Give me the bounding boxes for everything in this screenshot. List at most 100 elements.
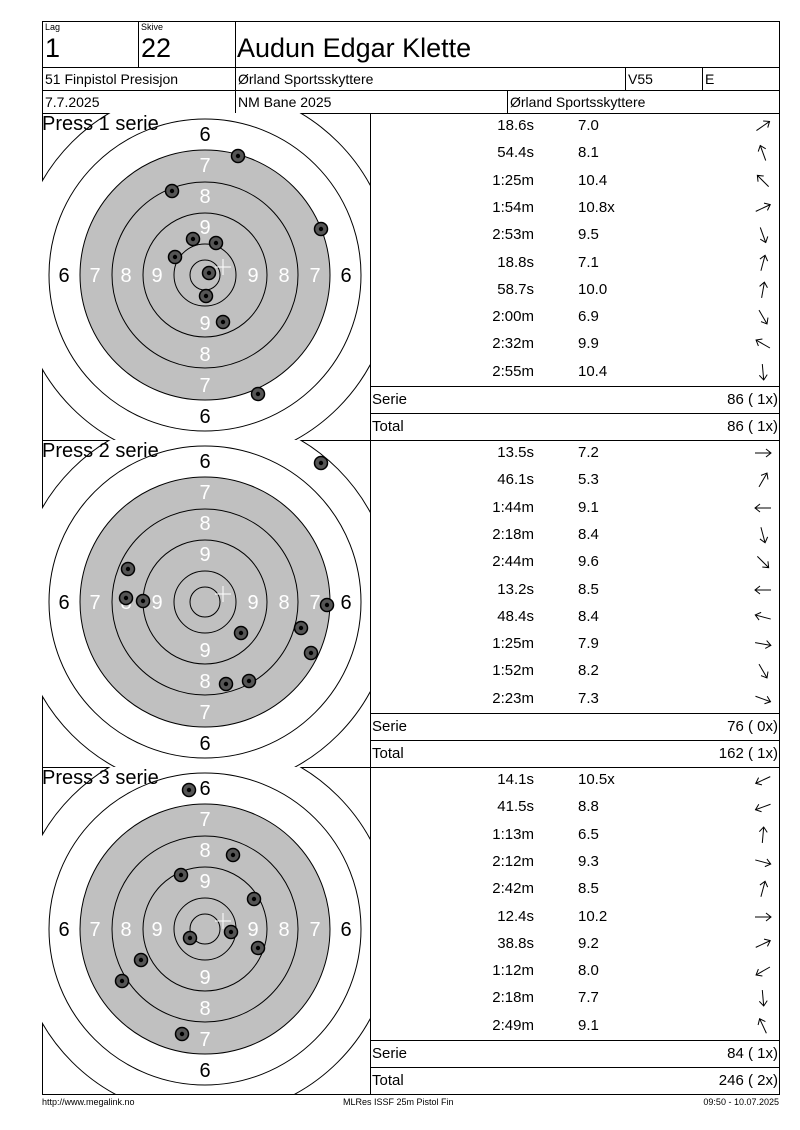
shot-time: 18.6s: [497, 117, 534, 134]
ring-number: 8: [120, 265, 131, 287]
shot-time: 2:49m: [492, 1016, 534, 1034]
shot-center: [318, 226, 324, 232]
shot-score: 9.1: [578, 1016, 599, 1034]
ring-number: 6: [199, 451, 210, 473]
ring-number: 8: [199, 671, 210, 693]
total-label: Total: [372, 418, 404, 435]
shot-center: [203, 293, 209, 299]
target-panel: 6 6 6 6 7 7 7 7 8 8 8 8 9 9 9 9 Press 3 serie: [42, 767, 370, 1094]
shot-time: 58.7s: [497, 280, 534, 298]
footer-software: MLRes ISSF 25m Pistol Fin: [343, 1097, 454, 1107]
serie-label: Serie: [372, 1045, 408, 1062]
total-row: Total 162 ( 1x): [370, 740, 780, 767]
direction-arrow-icon: [756, 174, 770, 187]
shot-row: 1:52m 8.2: [370, 659, 780, 686]
shot-center: [251, 896, 257, 902]
shot-row: 46.1s 5.3: [370, 468, 780, 495]
header-divider: [702, 67, 703, 90]
shot-score: 10.4: [578, 362, 608, 380]
section-divider: [370, 767, 371, 1094]
shot-score: 7.0: [578, 117, 599, 134]
ring-number: 7: [199, 375, 210, 397]
shot-row: 2:49m 9.1: [370, 1014, 780, 1041]
ring-number: 7: [309, 919, 320, 941]
shot-score: 8.0: [578, 962, 599, 980]
shot-row: 48.4s 8.4: [370, 605, 780, 632]
direction-arrow-icon: [755, 695, 772, 704]
shot-center: [172, 254, 178, 260]
ring-number: 9: [247, 592, 258, 614]
header-divider: [42, 90, 780, 91]
skive-label: Skive: [141, 22, 164, 32]
shot-score: 9.6: [578, 553, 599, 571]
direction-arrow-icon: [758, 363, 768, 381]
shot-score: 9.2: [578, 934, 599, 952]
direction-arrow-icon: [755, 448, 772, 458]
class-label: V55: [628, 71, 653, 87]
target-ring: [189, 586, 221, 618]
total-value: 162 ( 1x): [718, 745, 778, 762]
shot-time: 1:25m: [492, 635, 534, 653]
shot-score: 9.9: [578, 335, 599, 353]
serie-row: Serie 76 ( 0x): [370, 713, 780, 740]
shot-center: [255, 391, 261, 397]
shot-center: [178, 872, 184, 878]
direction-arrow-icon: [758, 472, 769, 488]
shot-center: [255, 945, 261, 951]
shot-center: [223, 681, 229, 687]
shot-center: [298, 625, 304, 631]
shot-center: [230, 852, 236, 858]
ring-number: 8: [199, 186, 210, 208]
direction-arrow-icon: [759, 227, 769, 244]
header-divider: [138, 21, 139, 67]
shot-center: [169, 188, 175, 194]
serie-row: Serie 86 ( 1x): [370, 386, 780, 413]
series-title: Press 3 serie: [42, 767, 159, 789]
lag-value: 1: [45, 33, 61, 63]
shot-time: 14.1s: [497, 771, 534, 788]
shot-center: [187, 935, 193, 941]
shot-time: 1:44m: [492, 498, 534, 516]
shot-score: 9.3: [578, 852, 599, 870]
shot-center: [318, 460, 324, 466]
shot-time: 1:54m: [492, 198, 534, 216]
venue: NM Bane 2025: [238, 94, 332, 110]
shot-score: 10.4: [578, 171, 608, 189]
shot-row: 2:44m 9.6: [370, 550, 780, 577]
shot-time: 48.4s: [497, 607, 534, 625]
shot-time: 2:18m: [492, 525, 534, 543]
ring-number: 9: [247, 265, 258, 287]
serie-value: 86 ( 1x): [727, 391, 778, 408]
shot-time: 41.5s: [497, 798, 534, 816]
shot-score: 8.5: [578, 880, 599, 898]
shot-time: 2:55m: [492, 362, 534, 380]
total-value: 86 ( 1x): [727, 418, 778, 435]
direction-arrow-icon: [758, 309, 769, 325]
shot-row: 2:18m 7.7: [370, 986, 780, 1013]
ring-number: 7: [89, 592, 100, 614]
shot-score: 9.5: [578, 226, 599, 244]
series-title: Press 1 serie: [42, 113, 159, 135]
shot-time: 2:00m: [492, 308, 534, 326]
shot-score: 7.3: [578, 689, 599, 707]
ring-number: 7: [199, 809, 210, 831]
shot-row: 41.5s 8.8: [370, 795, 780, 822]
ring-number: 7: [309, 265, 320, 287]
shot-center: [186, 787, 192, 793]
direction-arrow-icon: [754, 585, 771, 594]
direction-arrow-icon: [758, 825, 768, 843]
ring-number: 6: [58, 265, 69, 287]
shot-row: 1:54m 10.8x: [370, 196, 780, 223]
series-section: 6 6 6 6 7 7 7 7 8 8 8 8 9 9 9 9 Press 1 serie 18.6s 7.0 54.…: [42, 113, 780, 440]
shot-score: 10.2: [578, 907, 608, 925]
shot-list: 18.6s 7.0 54.4s 8.1 1:25m 10.4 1:54m 10.8x 2:53m…: [370, 113, 780, 440]
section-divider: [42, 440, 780, 441]
lag-label: Lag: [45, 22, 61, 32]
direction-arrow-icon: [759, 253, 769, 271]
host-club: Ørland Sportsskyttere: [510, 94, 646, 110]
ring-number: 9: [199, 313, 210, 335]
shot-center: [324, 602, 330, 608]
shot-score: 8.4: [578, 525, 599, 543]
